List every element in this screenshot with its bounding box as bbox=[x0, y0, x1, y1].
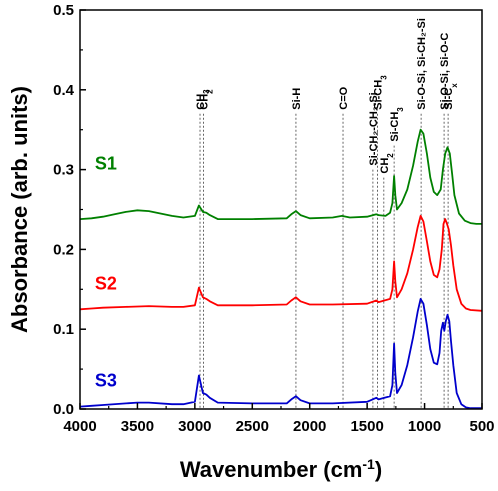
y-tick-label: 0.4 bbox=[53, 82, 75, 99]
peak-label: CH2 bbox=[198, 89, 214, 110]
peak-annotation: C=O bbox=[338, 86, 350, 409]
peak-label: CH2 bbox=[379, 153, 395, 174]
series-labels-layer: S1 S2 S3 bbox=[95, 154, 117, 391]
peak-label: CH3 bbox=[195, 89, 211, 110]
series-layer bbox=[79, 128, 483, 410]
x-tick-label: 500 bbox=[469, 418, 494, 435]
x-tick-label: 1000 bbox=[408, 418, 441, 435]
peak-annotation: Si-CH3 bbox=[389, 107, 405, 409]
y-tick-label: 0.1 bbox=[53, 321, 74, 338]
y-tick-label: 0.5 bbox=[53, 2, 74, 19]
x-tick-label: 2000 bbox=[293, 418, 326, 435]
x-tick-label: 4000 bbox=[63, 418, 96, 435]
peak-label: Si-H bbox=[291, 88, 303, 110]
peak-label: Si-CH₂-CH₂-Si bbox=[368, 92, 380, 165]
y-tick-label: 0.0 bbox=[53, 401, 74, 418]
peak-label: Si-O-Si, Si-O-C bbox=[439, 33, 451, 110]
peak-annotation: CH3 bbox=[195, 89, 211, 409]
peak-annotation: Si-O-Si, Si-CH₂-Si bbox=[416, 18, 428, 409]
peak-annotation: CH2 bbox=[379, 153, 395, 409]
peak-annotation: Si-CH₂-CH₂-Si bbox=[368, 92, 380, 409]
peak-annotation: Si-H bbox=[291, 88, 303, 409]
peak-annotation: Si-Cx bbox=[443, 83, 459, 409]
x-tick-label: 1500 bbox=[350, 418, 383, 435]
y-tick-label: 0.3 bbox=[53, 162, 74, 179]
series-line-s3 bbox=[79, 298, 482, 410]
peak-label: C=O bbox=[338, 86, 350, 109]
peak-label: Si-CH3 bbox=[389, 107, 405, 142]
x-tick-label: 3500 bbox=[121, 418, 154, 435]
y-tick-label: 0.2 bbox=[53, 241, 74, 258]
y-axis-title: Absorbance (arb. units) bbox=[7, 86, 32, 333]
series-label-s3: S3 bbox=[95, 371, 117, 391]
peak-annotation: Si-CH3 bbox=[372, 75, 388, 409]
peak-annotation: CH2 bbox=[198, 89, 214, 409]
x-tick-label: 2500 bbox=[236, 418, 269, 435]
peak-label: Si-CH3 bbox=[372, 75, 388, 110]
series-label-s2: S2 bbox=[95, 273, 117, 293]
x-axis-title: Wavenumber (cm-1) bbox=[180, 456, 382, 482]
series-line-s1 bbox=[79, 128, 482, 225]
axes-layer: 4000 3500 3000 2500 2000 1500 1000 500 0.0 0.1 0.2… bbox=[53, 2, 494, 435]
series-line-s2 bbox=[79, 215, 483, 312]
series-label-s1: S1 bbox=[95, 154, 117, 174]
peak-label: Si-Cx bbox=[443, 83, 459, 110]
peak-label: Si-O-Si, Si-CH₂-Si bbox=[416, 18, 428, 110]
x-tick-label: 3000 bbox=[178, 418, 211, 435]
